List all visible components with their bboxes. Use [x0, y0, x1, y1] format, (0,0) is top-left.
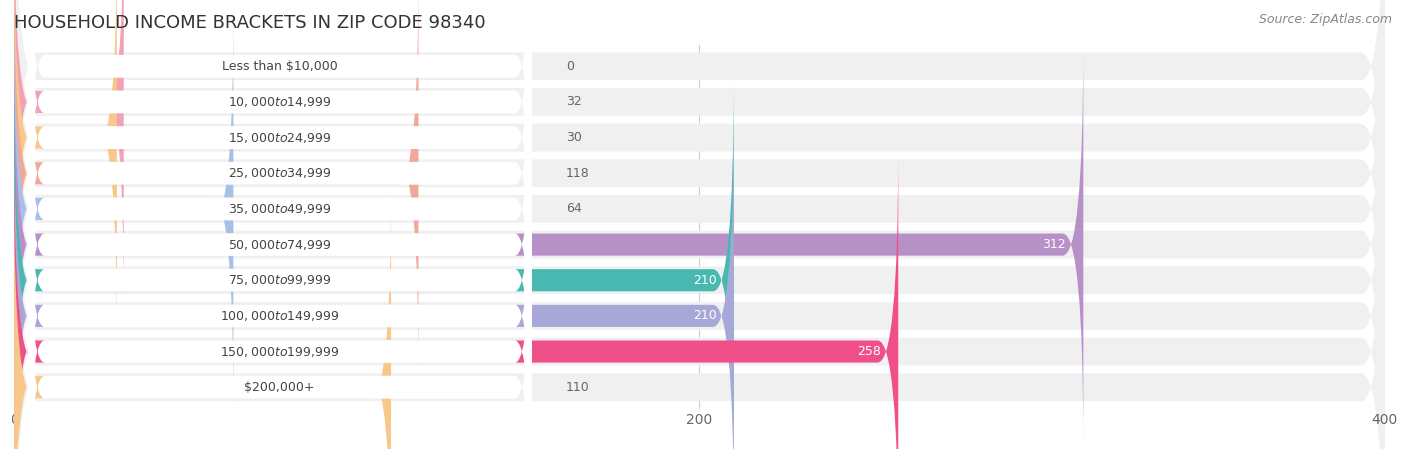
FancyBboxPatch shape — [28, 0, 531, 233]
Text: 210: 210 — [693, 274, 717, 287]
Text: $100,000 to $149,999: $100,000 to $149,999 — [219, 309, 339, 323]
FancyBboxPatch shape — [14, 9, 1385, 449]
FancyBboxPatch shape — [14, 6, 233, 412]
Text: $200,000+: $200,000+ — [245, 381, 315, 394]
FancyBboxPatch shape — [14, 44, 1385, 449]
Text: $35,000 to $49,999: $35,000 to $49,999 — [228, 202, 332, 216]
Text: 30: 30 — [565, 131, 582, 144]
FancyBboxPatch shape — [14, 0, 117, 340]
FancyBboxPatch shape — [28, 0, 531, 269]
Text: $10,000 to $14,999: $10,000 to $14,999 — [228, 95, 332, 109]
FancyBboxPatch shape — [28, 78, 531, 411]
Text: $25,000 to $34,999: $25,000 to $34,999 — [228, 166, 332, 180]
FancyBboxPatch shape — [14, 151, 1385, 449]
FancyBboxPatch shape — [14, 80, 1385, 449]
Text: $15,000 to $24,999: $15,000 to $24,999 — [228, 131, 332, 145]
FancyBboxPatch shape — [14, 149, 898, 449]
Text: $150,000 to $199,999: $150,000 to $199,999 — [219, 344, 339, 359]
Text: $50,000 to $74,999: $50,000 to $74,999 — [228, 238, 332, 251]
FancyBboxPatch shape — [14, 77, 734, 449]
FancyBboxPatch shape — [14, 0, 419, 376]
Text: 118: 118 — [565, 167, 589, 180]
FancyBboxPatch shape — [14, 0, 1385, 302]
FancyBboxPatch shape — [14, 113, 734, 449]
FancyBboxPatch shape — [14, 116, 1385, 449]
FancyBboxPatch shape — [28, 149, 531, 449]
FancyBboxPatch shape — [28, 220, 531, 449]
FancyBboxPatch shape — [28, 113, 531, 447]
FancyBboxPatch shape — [28, 6, 531, 340]
FancyBboxPatch shape — [28, 185, 531, 449]
FancyBboxPatch shape — [14, 0, 1385, 445]
Text: 32: 32 — [565, 96, 582, 109]
FancyBboxPatch shape — [14, 42, 1084, 448]
FancyBboxPatch shape — [14, 0, 1385, 338]
Text: 0: 0 — [565, 60, 574, 73]
FancyBboxPatch shape — [28, 42, 531, 376]
Text: Less than $10,000: Less than $10,000 — [222, 60, 337, 73]
Text: 110: 110 — [565, 381, 589, 394]
Text: HOUSEHOLD INCOME BRACKETS IN ZIP CODE 98340: HOUSEHOLD INCOME BRACKETS IN ZIP CODE 98… — [14, 14, 485, 32]
FancyBboxPatch shape — [14, 0, 1385, 373]
Text: $75,000 to $99,999: $75,000 to $99,999 — [228, 273, 332, 287]
FancyBboxPatch shape — [14, 184, 391, 449]
Text: 210: 210 — [693, 309, 717, 322]
Text: 258: 258 — [858, 345, 882, 358]
FancyBboxPatch shape — [28, 0, 531, 304]
Text: 64: 64 — [565, 202, 582, 216]
FancyBboxPatch shape — [14, 0, 1385, 409]
Text: Source: ZipAtlas.com: Source: ZipAtlas.com — [1258, 13, 1392, 26]
FancyBboxPatch shape — [14, 0, 124, 305]
Text: 312: 312 — [1043, 238, 1066, 251]
